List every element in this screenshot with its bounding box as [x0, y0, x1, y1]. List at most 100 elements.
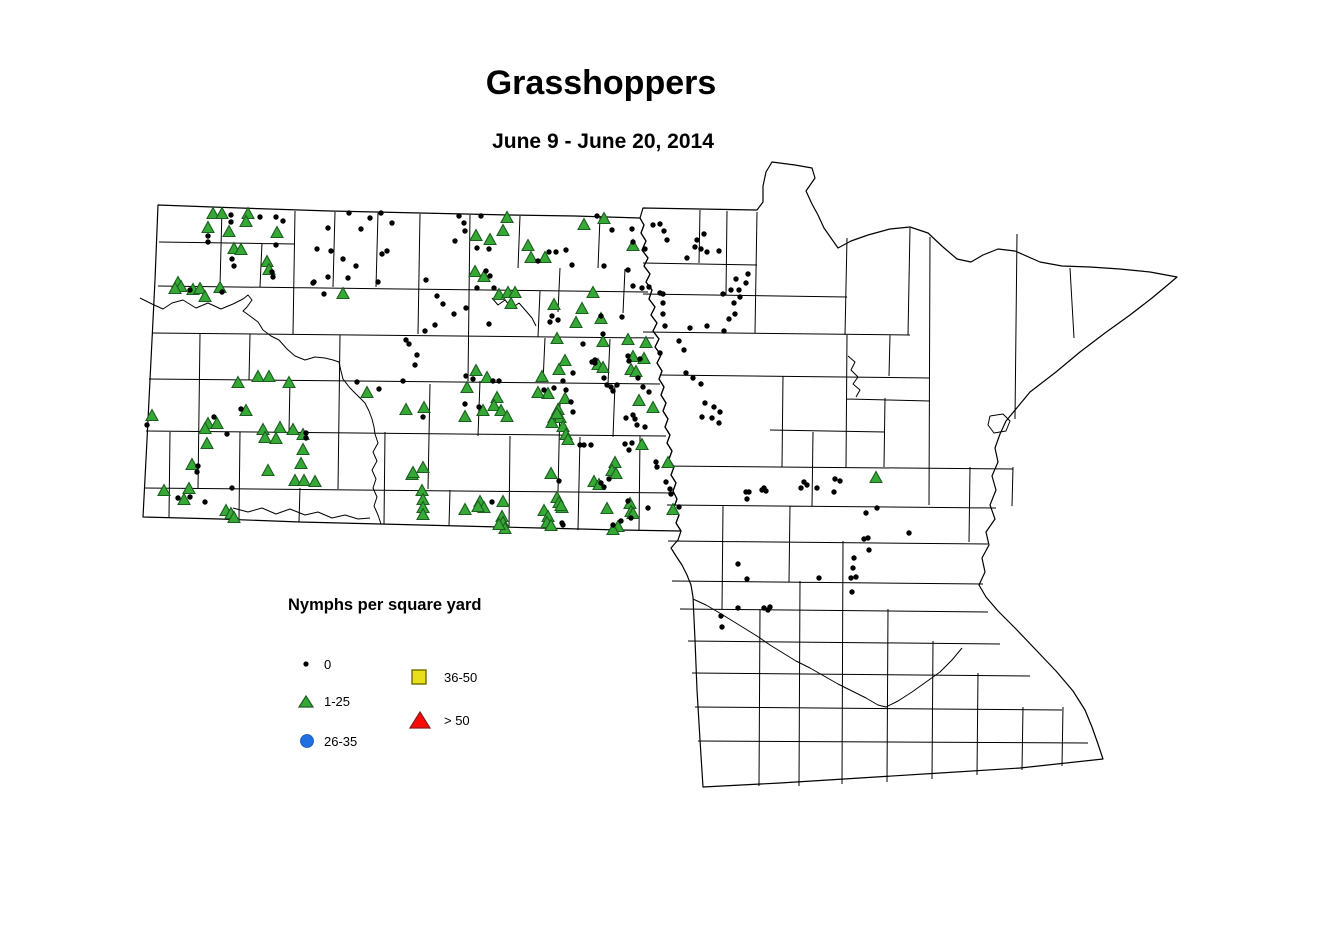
green-triangle-marker	[256, 422, 270, 436]
zero-dot-marker	[420, 414, 426, 420]
zero-dot-marker	[389, 220, 395, 226]
zero-dot-marker	[541, 387, 547, 393]
green-triangle-marker	[206, 206, 220, 220]
green-triangle-marker	[200, 436, 214, 450]
green-triangle-marker	[561, 432, 575, 446]
green-triangle-marker	[558, 353, 572, 367]
zero-dot-marker	[195, 463, 201, 469]
zero-dot-marker	[668, 491, 674, 497]
green-triangle-marker	[258, 430, 272, 444]
zero-dot-marker	[600, 331, 606, 337]
green-triangle-marker	[294, 456, 308, 470]
zero-dot-marker	[491, 285, 497, 291]
zero-dot-marker	[606, 476, 612, 482]
zero-dot-marker	[628, 515, 634, 521]
zero-dot-marker	[229, 485, 235, 491]
green-triangle-marker	[508, 285, 522, 299]
green-triangle-marker	[241, 206, 255, 220]
green-triangle-marker	[550, 406, 564, 420]
zero-dot-marker	[623, 415, 629, 421]
green-triangle-marker	[201, 220, 215, 234]
green-triangle-marker	[606, 522, 620, 536]
zero-dot-marker	[676, 504, 682, 510]
green-triangle-marker	[535, 369, 549, 383]
zero-dot-marker	[848, 575, 854, 581]
zero-dot-marker	[635, 375, 641, 381]
legend-item-36-50: 36-50	[410, 668, 477, 686]
green-triangle-marker	[869, 470, 883, 484]
green-triangle-marker	[494, 403, 508, 417]
green-triangle-marker	[468, 264, 482, 278]
zero-dot-marker	[563, 247, 569, 253]
zero-dot-marker	[432, 322, 438, 328]
zero-dot-marker	[704, 249, 710, 255]
green-triangle-marker	[261, 463, 275, 477]
zero-dot-marker	[630, 283, 636, 289]
legend-item-label: 1-25	[324, 694, 351, 709]
green-triangle-marker	[286, 422, 300, 436]
green-triangle-marker	[269, 431, 283, 445]
minnesota-county-lines	[642, 209, 1089, 787]
green-triangle-marker	[198, 289, 212, 303]
zero-dot-marker	[832, 476, 838, 482]
zero-dot-marker	[650, 222, 656, 228]
date-range-subtitle: June 9 - June 20, 2014	[492, 130, 714, 153]
zero-dot-marker	[737, 294, 743, 300]
zero-dot-marker	[618, 518, 624, 524]
zero-dot-marker	[187, 494, 193, 500]
green-triangle-marker	[417, 400, 431, 414]
green-triangle-marker	[524, 250, 538, 264]
zero-dot-marker	[837, 478, 843, 484]
zero-dot-marker	[642, 246, 648, 252]
green-triangle-marker	[477, 269, 491, 283]
zero-dot-marker	[490, 378, 496, 384]
green-triangle-marker	[496, 494, 510, 508]
green-triangle-marker	[308, 474, 322, 488]
green-triangle-marker	[157, 483, 171, 497]
zero-dot-marker	[400, 378, 406, 384]
green-triangle-marker	[273, 420, 287, 434]
zero-dot-marker	[629, 226, 635, 232]
green-triangle-marker	[586, 285, 600, 299]
zero-dot-marker	[654, 464, 660, 470]
green-triangle-marker	[222, 224, 236, 238]
green-triangle-marker	[596, 360, 610, 374]
green-triangle-marker	[480, 370, 494, 384]
legend-item-0: 0	[298, 656, 331, 672]
survey-site-markers	[144, 206, 912, 630]
zero-dot-marker	[463, 305, 469, 311]
zero-dot-marker	[728, 287, 734, 293]
zero-dot-marker	[568, 399, 574, 405]
green-triangle-marker	[483, 232, 497, 246]
legend-item-label: 36-50	[444, 669, 478, 685]
zero-dot-marker	[664, 237, 670, 243]
zero-dot-marker	[303, 430, 309, 436]
green-triangle-marker	[554, 498, 568, 512]
zero-dot-marker	[814, 485, 820, 491]
zero-dot-marker	[709, 415, 715, 421]
green-triangle-marker	[297, 473, 311, 487]
zero-dot-marker	[238, 406, 244, 412]
zero-dot-marker	[202, 499, 208, 505]
zero-dot-marker	[353, 263, 359, 269]
zero-dot-marker	[462, 228, 468, 234]
zero-dot-marker	[604, 382, 610, 388]
zero-dot-marker	[211, 414, 217, 420]
zero-dot-marker	[653, 459, 659, 465]
zero-dot-marker	[560, 378, 566, 384]
zero-dot-marker	[726, 316, 732, 322]
zero-dot-marker	[144, 422, 150, 428]
zero-dot-marker	[376, 386, 382, 392]
zero-dot-marker	[660, 311, 666, 317]
green-triangle-marker	[552, 362, 566, 376]
zero-dot-marker	[328, 248, 334, 254]
zero-dot-marker	[610, 522, 616, 528]
page-title: Grasshoppers	[485, 64, 717, 102]
zero-dot-marker	[681, 347, 687, 353]
green-triangle-marker	[544, 518, 558, 532]
zero-dot-marker	[676, 338, 682, 344]
zero-dot-marker	[270, 274, 276, 280]
zero-dot-marker	[476, 404, 482, 410]
